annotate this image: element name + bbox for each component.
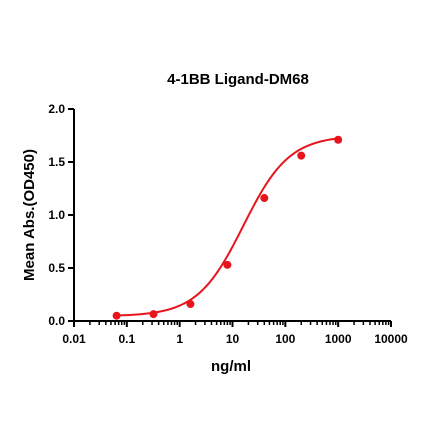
data-point <box>112 311 121 320</box>
y-tick-label: 0.0 <box>48 314 65 328</box>
data-points <box>112 135 343 320</box>
x-tick-label: 0.01 <box>62 332 86 346</box>
x-tick-label: 10000 <box>374 332 408 346</box>
x-tick-label: 10 <box>226 332 240 346</box>
x-tick-label: 1000 <box>325 332 352 346</box>
x-tick-label: 1 <box>176 332 183 346</box>
ticks: 0.0 0.5 1.0 1.5 2.0 0.01 0.1 1 10 100 1000 10000 <box>48 102 408 346</box>
x-axis-label: ng/ml <box>211 358 251 375</box>
fit-curve <box>116 137 339 317</box>
data-point <box>260 194 269 203</box>
data-point <box>149 310 158 319</box>
x-tick-label: 0.1 <box>118 332 135 346</box>
y-axis-label: Mean Abs.(OD450) <box>21 149 38 281</box>
axes <box>73 109 391 322</box>
data-point <box>297 151 306 160</box>
chart-title: 4-1BB Ligand-DM68 <box>167 71 309 88</box>
x-tick-label: 100 <box>275 332 295 346</box>
y-tick-label: 2.0 <box>48 102 65 116</box>
y-tick-label: 0.5 <box>48 261 65 275</box>
y-tick-label: 1.0 <box>48 208 65 222</box>
data-point <box>334 135 343 144</box>
data-point <box>186 300 195 309</box>
y-tick-label: 1.5 <box>48 155 65 169</box>
data-point <box>223 260 232 269</box>
